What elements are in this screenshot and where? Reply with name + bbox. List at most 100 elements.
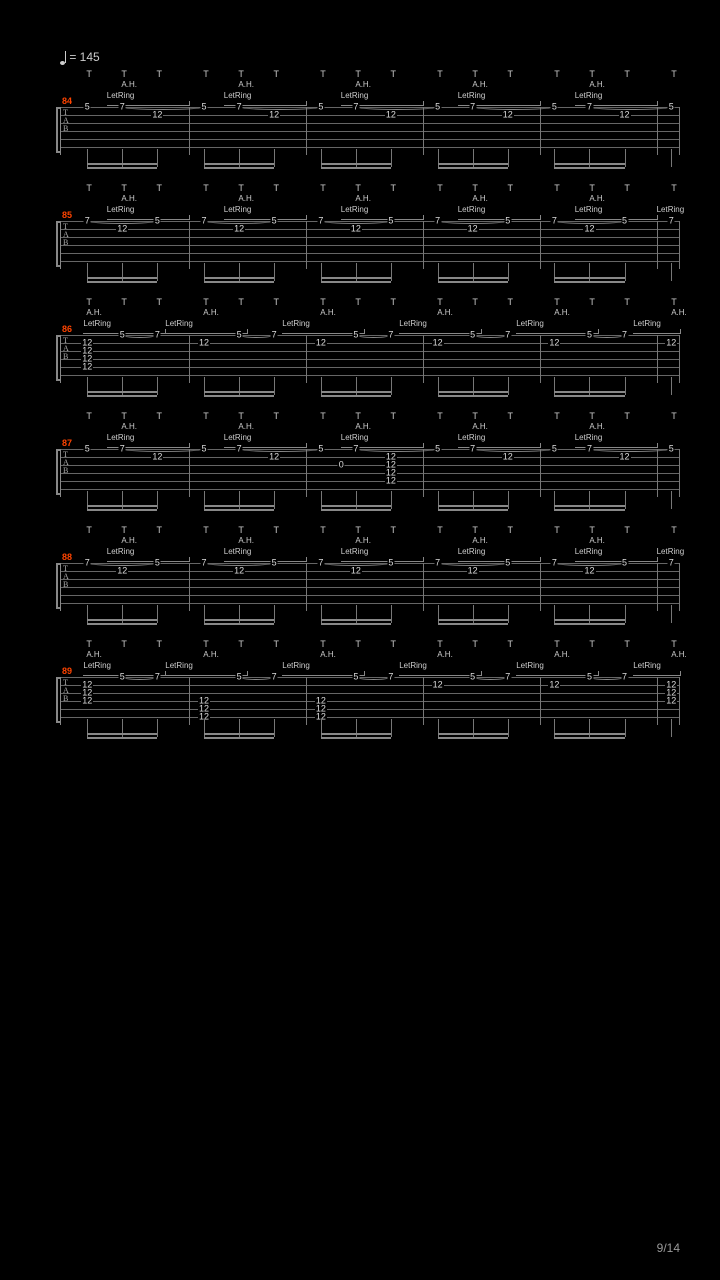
note-stem [671, 377, 672, 395]
fret-number: 7 [586, 102, 593, 111]
fret-number: 12 [467, 566, 479, 575]
beam [554, 281, 624, 283]
fret-number: 7 [668, 216, 675, 225]
tapping-marker: T [203, 183, 209, 193]
fret-number: 5 [317, 102, 324, 111]
barline [540, 335, 541, 383]
tapping-marker: T [157, 183, 163, 193]
tapping-marker: T [121, 639, 127, 649]
tapping-marker: T [121, 183, 127, 193]
measure-number: 84 [62, 96, 72, 106]
tapping-marker: T [238, 69, 244, 79]
artificial-harmonic-marker: A.H. [121, 422, 137, 431]
beam [321, 623, 391, 625]
tapping-marker: T [157, 639, 163, 649]
tapping-marker: T [203, 639, 209, 649]
fret-number: 5 [668, 444, 675, 453]
let-ring-marker: LetRing [165, 661, 193, 670]
let-ring-marker: LetRing [224, 433, 252, 442]
artificial-harmonic-marker: A.H. [121, 536, 137, 545]
tapping-marker: T [390, 69, 396, 79]
tie-arc [589, 104, 671, 110]
fret-number: 7 [119, 444, 126, 453]
system-bracket [56, 335, 61, 381]
fret-number: 5 [119, 672, 126, 681]
staff-line [61, 717, 680, 718]
barline [679, 107, 680, 155]
tapping-marker: T [472, 411, 478, 421]
tie-arc [122, 332, 157, 338]
let-ring-marker: LetRing [575, 547, 603, 556]
beam [87, 733, 157, 735]
tie-arc [122, 446, 204, 452]
tapping-marker: T [86, 525, 92, 535]
tapping-marker: T [472, 639, 478, 649]
system-bracket [56, 107, 61, 153]
beam [438, 391, 508, 393]
tapping-marker: T [157, 525, 163, 535]
beam [438, 505, 508, 507]
note-stem [157, 263, 158, 281]
let-ring-bracket [633, 329, 681, 334]
tapping-marker: T [624, 525, 630, 535]
tapping-marker: T [671, 525, 677, 535]
fret-number: 12 [116, 566, 128, 575]
fret-number: 12 [198, 338, 210, 347]
note-stem [508, 149, 509, 167]
beam [204, 737, 274, 739]
tapping-marker: T [554, 183, 560, 193]
tie-arc [122, 104, 204, 110]
tie-arc [473, 104, 555, 110]
staff-line [61, 245, 680, 246]
artificial-harmonic-marker: A.H. [203, 308, 219, 317]
barline [306, 221, 307, 269]
artificial-harmonic-marker: A.H. [121, 80, 137, 89]
staff-line [61, 701, 680, 702]
fret-number: 12 [665, 696, 677, 705]
staff-line [61, 465, 680, 466]
let-ring-marker: LetRing [224, 547, 252, 556]
beam [438, 163, 508, 165]
measure-number: 85 [62, 210, 72, 220]
staff-line [61, 473, 680, 474]
tie-arc [473, 332, 508, 338]
fret-number: 7 [621, 672, 628, 681]
barline [423, 335, 424, 383]
tapping-marker: T [238, 411, 244, 421]
fret-number: 7 [387, 330, 394, 339]
fret-number: 12 [116, 224, 128, 233]
fret-number: 12 [350, 224, 362, 233]
beam [204, 281, 274, 283]
artificial-harmonic-marker: A.H. [320, 308, 336, 317]
beam [438, 733, 508, 735]
let-ring-marker: LetRing [341, 433, 369, 442]
beam [87, 163, 157, 165]
tapping-marker: T [273, 411, 279, 421]
tapping-marker: T [554, 411, 560, 421]
tapping-marker: T [238, 639, 244, 649]
staff-line [61, 147, 680, 148]
note-stem [157, 149, 158, 167]
fret-number: 5 [621, 216, 628, 225]
beam [438, 509, 508, 511]
tapping-marker: T [507, 525, 513, 535]
tapping-marker: T [624, 69, 630, 79]
fret-number: 12 [619, 110, 631, 119]
tapping-marker: T [320, 639, 326, 649]
tie-arc [239, 104, 321, 110]
barline [423, 221, 424, 269]
tapping-marker: T [238, 525, 244, 535]
let-ring-marker: LetRing [282, 661, 310, 670]
artificial-harmonic-marker: A.H. [554, 650, 570, 659]
staff-line [61, 709, 680, 710]
tab-clef: TAB [63, 679, 69, 703]
tapping-marker: T [86, 183, 92, 193]
fret-number: 5 [271, 558, 278, 567]
artificial-harmonic-marker: A.H. [472, 194, 488, 203]
fret-number: 12 [432, 680, 444, 689]
tab-staff: TAB712571257125712571257 [60, 563, 680, 611]
beam [87, 619, 157, 621]
beam [204, 623, 274, 625]
staff-line [61, 139, 680, 140]
artificial-harmonic-marker: A.H. [355, 536, 371, 545]
